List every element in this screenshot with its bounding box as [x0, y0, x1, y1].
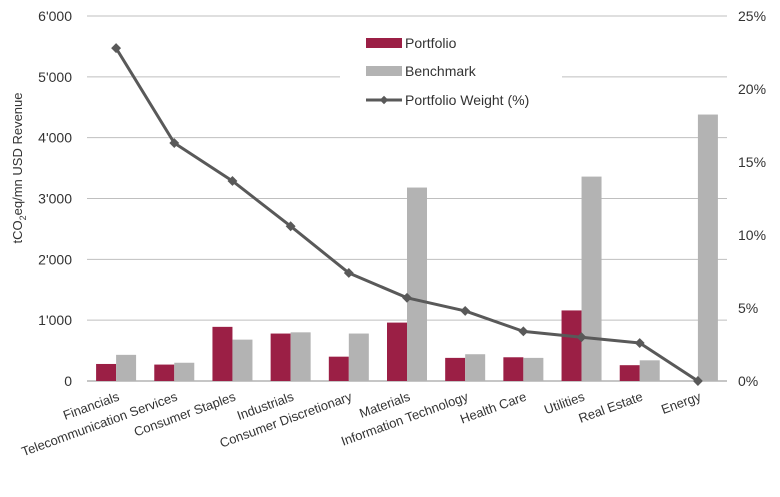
y-tick-label: 0	[64, 373, 72, 389]
bar-portfolio	[445, 357, 466, 381]
bar-benchmark	[116, 354, 137, 381]
weight-point	[634, 338, 645, 348]
weight-point	[518, 326, 529, 337]
y2-tick-label: 10%	[738, 227, 766, 243]
bar-portfolio	[561, 310, 582, 381]
weight-point	[111, 43, 122, 54]
bar-portfolio	[619, 365, 640, 381]
weight-line	[111, 43, 703, 386]
bar-portfolio	[212, 326, 233, 381]
y-tick-label: 2'000	[38, 251, 72, 267]
weight-point	[692, 376, 703, 386]
bar-portfolio	[387, 322, 407, 381]
x-tick-label: Health Care	[458, 389, 528, 427]
bar-benchmark	[290, 332, 311, 381]
weight-point	[460, 305, 471, 316]
bar-benchmark	[523, 357, 544, 381]
weight-point	[343, 268, 354, 278]
bar-benchmark	[232, 339, 253, 381]
bar-benchmark	[174, 362, 195, 381]
legend: Portfolio Benchmark Portfolio Weight (%)	[340, 34, 562, 110]
weight-point	[169, 138, 180, 148]
bar-benchmark	[348, 333, 369, 381]
weight-point	[576, 332, 587, 343]
bars	[96, 114, 718, 382]
bar-benchmark	[465, 354, 486, 381]
legend-label-weight: Portfolio Weight (%)	[405, 92, 529, 108]
legend-label-portfolio: Portfolio	[405, 35, 457, 51]
y2-tick-label: 25%	[738, 8, 766, 24]
legend-swatch-weight-marker	[379, 95, 389, 105]
y2-tick-label: 15%	[738, 154, 766, 170]
weight-point	[402, 292, 412, 303]
y-tick-label: 4'000	[38, 130, 72, 146]
legend-swatch-benchmark	[366, 66, 402, 76]
x-tick-label: Energy	[659, 389, 703, 417]
y2-tick-label: 20%	[738, 81, 766, 97]
weight-point	[285, 221, 296, 232]
bar-benchmark	[407, 187, 427, 381]
y-tick-label: 5'000	[38, 69, 72, 85]
y2-tick-label: 0%	[738, 373, 758, 389]
y-tick-label: 3'000	[38, 191, 72, 207]
bar-benchmark	[639, 360, 660, 381]
x-tick-label: Real Estate	[576, 389, 644, 426]
y-axis-left: 0 1'000 2'000 3'000 4'000 5'000 6'000	[38, 8, 72, 389]
y-axis-label: tCO2eq/mn USD Revenue	[10, 93, 28, 244]
legend-swatch-portfolio	[366, 38, 402, 48]
weight-point	[227, 176, 238, 186]
y-axis-right: 0% 5% 10% 15% 20% 25%	[738, 8, 766, 389]
y-tick-label: 6'000	[38, 8, 72, 24]
bar-portfolio	[328, 356, 349, 381]
bar-benchmark	[697, 114, 718, 382]
legend-label-benchmark: Benchmark	[405, 63, 477, 79]
bar-portfolio	[154, 364, 175, 381]
y-tick-label: 1'000	[38, 312, 72, 328]
bar-portfolio	[96, 363, 117, 381]
y2-tick-label: 5%	[738, 300, 758, 316]
bar-portfolio	[270, 333, 291, 381]
bar-benchmark	[581, 176, 602, 381]
bar-portfolio	[503, 357, 524, 381]
